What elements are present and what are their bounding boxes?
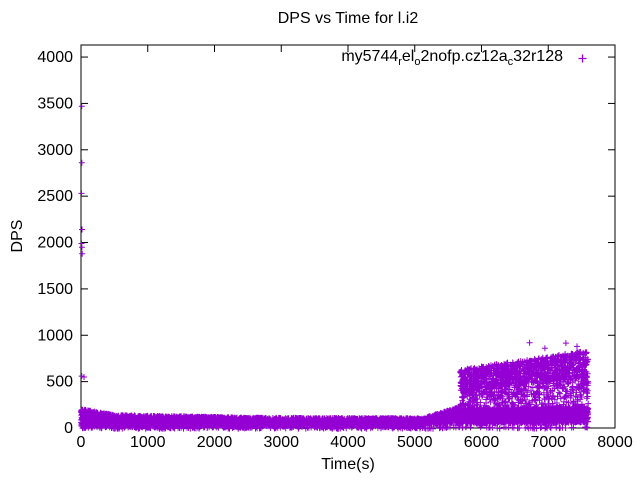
chart-title: DPS vs Time for l.i2 [277,10,419,27]
x-tick-label: 2000 [197,434,233,451]
legend-label-segment: el [401,48,415,65]
y-tick-label: 3500 [37,95,73,112]
x-tick-label: 5000 [397,434,433,451]
x-tick-label: 1000 [130,434,166,451]
y-tick-label: 2500 [37,188,73,205]
legend-label-segment: 32r128 [513,48,563,65]
legend-label-segment: my5744 [341,48,399,65]
y-tick-label: 1500 [37,281,73,298]
plot-border [80,44,616,429]
legend-series-label: my5744relo2nofp.cz12ac32r128 [341,48,563,68]
legend-label-subscript: o [414,56,421,68]
y-tick-label: 4000 [37,49,73,66]
x-tick-label: 6000 [464,434,500,451]
legend-label-segment: 2nofp.cz12a [420,48,508,65]
y-tick-label: 3000 [37,142,73,159]
x-tick-label: 3000 [263,434,299,451]
x-tick-label: 7000 [530,434,566,451]
y-tick-label: 1000 [37,327,73,344]
x-axis-title: Time(s) [321,456,375,473]
plus-marker-icon [577,53,588,64]
scatter-points [78,103,592,432]
legend-label-subscript: r [398,56,402,68]
legend-label-subscript: c [507,56,514,68]
x-tick-label: 4000 [330,434,366,451]
y-tick-label: 0 [64,420,73,437]
y-axis-title: DPS [9,219,26,253]
y-tick-label: 2000 [37,235,73,252]
x-tick-label: 8000 [597,434,633,451]
legend: my5744relo2nofp.cz12ac32r128 [341,48,588,68]
y-tick-label: 500 [46,374,73,391]
x-tick-label: 0 [77,434,86,451]
